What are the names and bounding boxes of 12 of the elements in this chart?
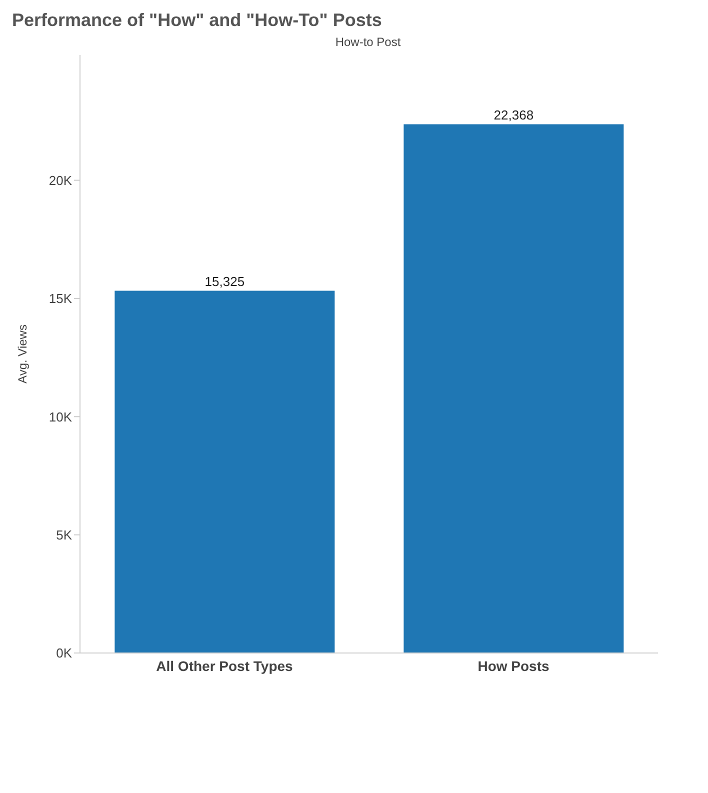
chart-subtitle: How-to Post [334, 35, 402, 49]
x-tick-label: All Other Post Types [156, 658, 294, 674]
y-tick-label: 10K [48, 409, 72, 424]
y-tick-label: 0K [56, 646, 72, 661]
data-label: 22,368 [494, 107, 534, 122]
data-label: 15,325 [204, 274, 245, 289]
y-tick-label: 15K [48, 291, 72, 306]
y-tick-label: 20K [48, 172, 72, 188]
x-tick-label: How Posts [478, 658, 550, 674]
y-tick-label: 5K [56, 527, 72, 542]
chart-title: Performance of "How" and "How-To" Posts [11, 9, 383, 32]
y-axis-title: Avg. Views [15, 324, 30, 384]
